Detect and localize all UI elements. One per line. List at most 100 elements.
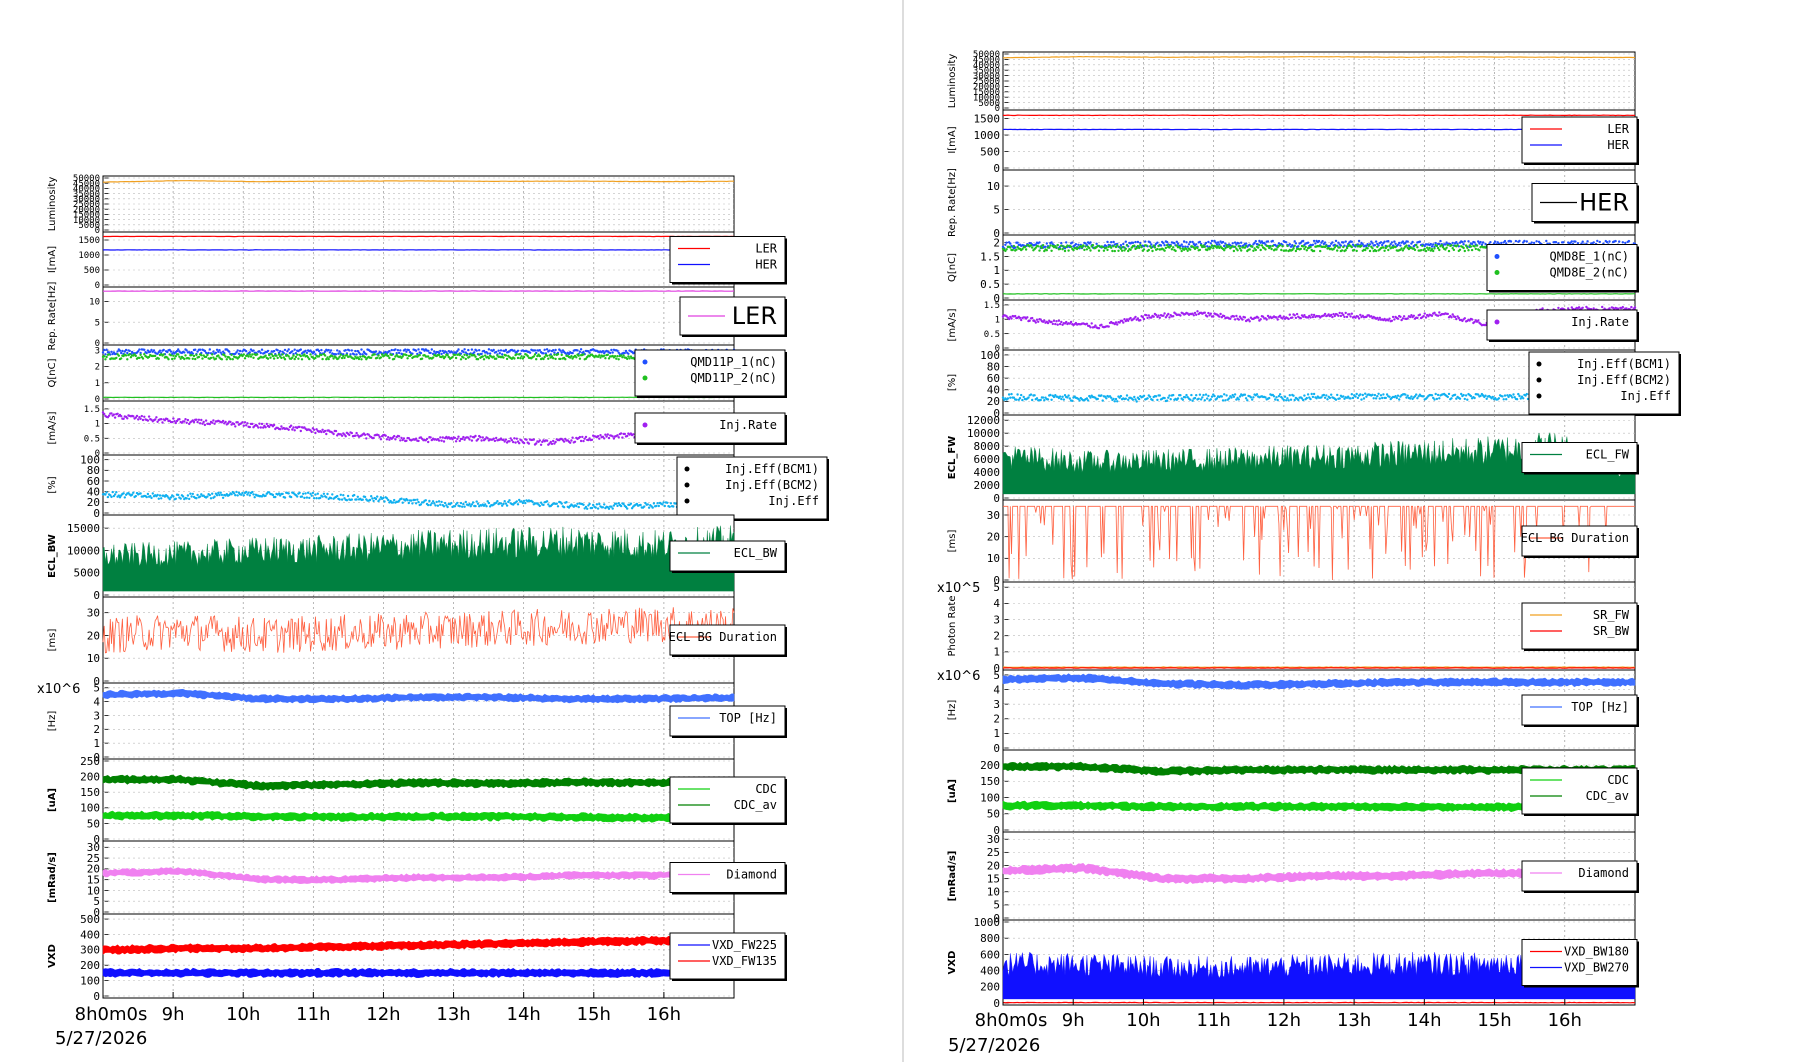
data-point bbox=[1596, 239, 1599, 243]
data-point bbox=[592, 503, 595, 507]
series-trace bbox=[102, 607, 735, 654]
data-point bbox=[173, 357, 176, 360]
data-point bbox=[1237, 245, 1241, 248]
data-point bbox=[399, 439, 402, 442]
axis-multiplier: x10^6 bbox=[937, 669, 980, 684]
data-point bbox=[1186, 245, 1189, 248]
y-tick-label: 100 bbox=[80, 802, 100, 815]
y-axis-label: Rep. Rate[Hz] bbox=[947, 168, 958, 237]
data-point bbox=[1624, 241, 1627, 245]
data-point bbox=[1167, 312, 1170, 316]
data-point bbox=[1314, 242, 1317, 245]
data-point bbox=[1470, 248, 1474, 252]
data-point bbox=[110, 495, 113, 499]
data-point bbox=[440, 439, 443, 442]
data-point bbox=[1458, 248, 1462, 251]
data-point bbox=[513, 357, 516, 360]
data-point bbox=[545, 354, 549, 357]
data-point bbox=[623, 351, 626, 355]
data-point bbox=[1123, 249, 1126, 252]
data-point bbox=[329, 497, 333, 500]
data-point bbox=[112, 413, 116, 416]
data-point bbox=[1456, 244, 1459, 247]
legend: HER bbox=[1531, 183, 1639, 224]
data-point bbox=[441, 436, 444, 439]
data-point bbox=[236, 494, 239, 497]
data-point bbox=[172, 354, 175, 357]
y-axis-label: [uA] bbox=[47, 788, 58, 812]
data-point bbox=[117, 494, 121, 497]
data-point bbox=[401, 501, 404, 504]
data-point bbox=[559, 349, 562, 352]
data-point bbox=[1285, 241, 1288, 244]
y-tick-label: 1 bbox=[95, 379, 100, 389]
data-point bbox=[331, 355, 334, 358]
legend-box bbox=[669, 776, 786, 824]
data-point bbox=[178, 355, 181, 358]
data-point bbox=[1204, 393, 1208, 396]
y-axis-label: I[mA] bbox=[947, 126, 958, 153]
data-point bbox=[484, 503, 487, 506]
data-point bbox=[1379, 241, 1383, 244]
data-point bbox=[556, 505, 560, 508]
series-0 bbox=[102, 607, 735, 654]
data-point bbox=[603, 437, 606, 440]
data-point bbox=[1084, 242, 1087, 245]
legend: ECL_FW bbox=[1521, 442, 1639, 475]
data-point bbox=[1266, 240, 1270, 243]
data-point bbox=[315, 428, 318, 431]
data-point bbox=[1236, 249, 1239, 252]
data-point bbox=[1451, 247, 1454, 250]
legend-label: SR_FW bbox=[1593, 608, 1630, 622]
data-point bbox=[183, 351, 186, 354]
data-point bbox=[481, 355, 484, 358]
data-point bbox=[1439, 239, 1442, 243]
data-point bbox=[623, 432, 626, 436]
y-tick-label: 200 bbox=[980, 759, 1000, 772]
data-point bbox=[293, 429, 296, 432]
data-point bbox=[1402, 315, 1406, 318]
data-point bbox=[1089, 241, 1092, 244]
data-point bbox=[1151, 249, 1154, 253]
data-point bbox=[1376, 245, 1379, 249]
data-point bbox=[410, 499, 413, 502]
data-point bbox=[130, 493, 134, 496]
data-point bbox=[1630, 305, 1633, 309]
data-point bbox=[179, 497, 182, 500]
data-point bbox=[1195, 313, 1198, 316]
data-point bbox=[191, 492, 194, 496]
data-point bbox=[132, 491, 135, 494]
data-point bbox=[1168, 316, 1171, 319]
data-point bbox=[486, 352, 489, 355]
data-point bbox=[526, 354, 529, 358]
y-tick-label: 10 bbox=[987, 552, 1000, 565]
data-point bbox=[419, 503, 423, 506]
data-point bbox=[390, 348, 393, 352]
data-point bbox=[1232, 249, 1236, 253]
data-point bbox=[1323, 396, 1327, 399]
data-point bbox=[1469, 245, 1473, 248]
data-point bbox=[354, 434, 357, 437]
data-point bbox=[1554, 241, 1558, 244]
data-point bbox=[524, 501, 527, 505]
data-point bbox=[1163, 396, 1166, 400]
data-point bbox=[257, 426, 260, 429]
data-point bbox=[1462, 393, 1465, 397]
data-point bbox=[1165, 244, 1169, 247]
data-point bbox=[1196, 246, 1199, 250]
data-point bbox=[128, 353, 131, 356]
data-point bbox=[268, 353, 271, 357]
data-point bbox=[211, 421, 214, 424]
data-point bbox=[1382, 393, 1385, 396]
data-point bbox=[1344, 311, 1347, 315]
data-point bbox=[246, 493, 249, 496]
data-point bbox=[1164, 246, 1168, 250]
y-tick-label: 3 bbox=[993, 698, 1000, 711]
data-point bbox=[338, 350, 341, 353]
data-point bbox=[1142, 317, 1146, 321]
data-point bbox=[613, 355, 617, 358]
legend-marker bbox=[642, 422, 648, 428]
y-tick-label: 0 bbox=[993, 742, 1000, 755]
data-point bbox=[1562, 241, 1565, 244]
